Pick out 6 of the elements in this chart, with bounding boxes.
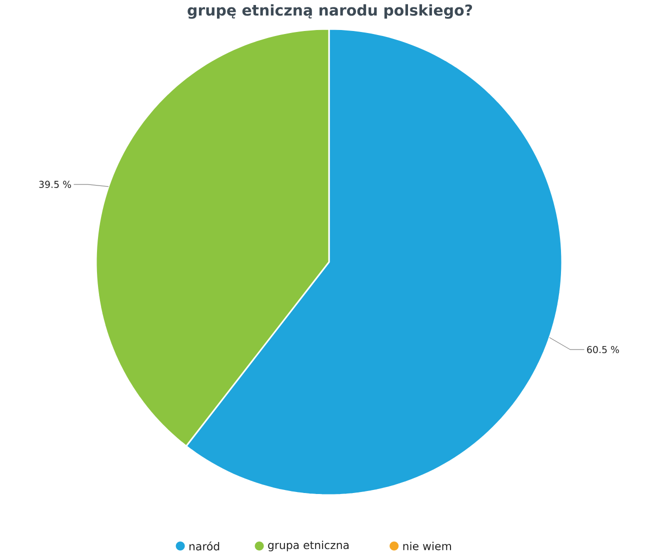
chart-title: grupę etniczną narodu polskiego? — [188, 4, 472, 19]
data-label: 39.5 % — [39, 180, 72, 188]
legend-label: nie wiem — [403, 542, 451, 550]
legend-label: grupa etniczna — [268, 540, 349, 552]
legend-label: naród — [190, 542, 220, 550]
data-label: 60.5 % — [587, 346, 619, 354]
